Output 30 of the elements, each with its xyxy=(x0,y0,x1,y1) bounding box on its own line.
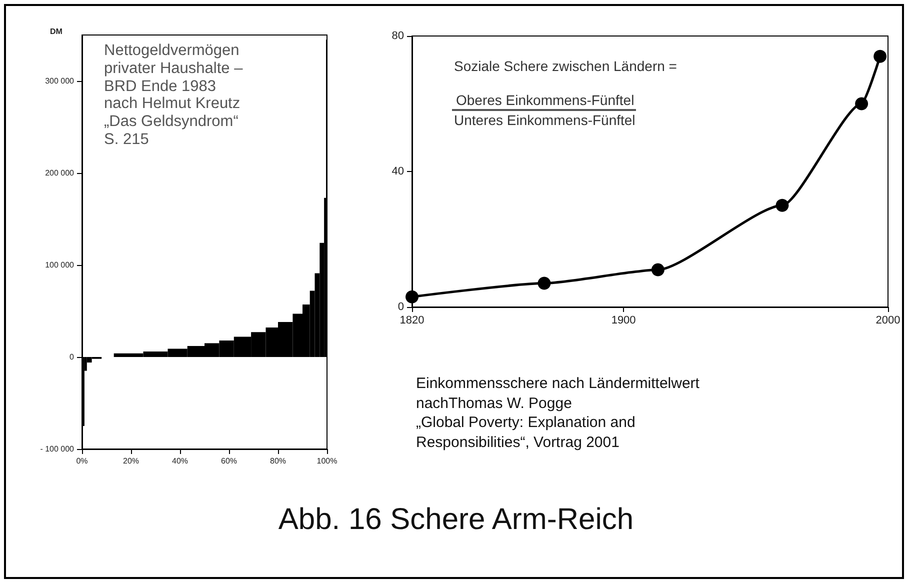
point xyxy=(538,276,551,290)
y-tick-label: 80 xyxy=(392,30,404,42)
point xyxy=(874,50,887,63)
annotation: Oberes Einkommens-Fünftel xyxy=(452,92,636,112)
x-tick-label: 20% xyxy=(122,456,140,466)
point xyxy=(651,263,664,276)
x-tick-label: 1900 xyxy=(611,314,636,326)
y-tick-label: 0 xyxy=(70,352,75,362)
y-tick-label: - 100 000 xyxy=(40,444,75,454)
text: Einkommensschere nach Ländermittelwert nachThomas W. Pogge „Global Poverty: Explanation and Responsibilities“, Vortrag 2001 xyxy=(416,374,700,452)
x-tick-label: 60% xyxy=(220,456,238,466)
y-tick-label: 200 000 xyxy=(45,168,75,178)
point xyxy=(776,198,789,212)
y-tick-label: 0 xyxy=(398,301,404,313)
point xyxy=(855,97,868,110)
annotation: Unteres Einkommens-Fünftel xyxy=(453,112,636,128)
y-tick-label: 40 xyxy=(392,166,404,178)
point xyxy=(406,290,418,304)
text: Abb. 16 Schere Arm-Reich xyxy=(277,503,635,537)
annotation: Soziale Schere zwischen Ländern = xyxy=(454,58,677,74)
y-axis-title: DM xyxy=(50,27,62,36)
x-tick-label: 40% xyxy=(172,456,188,466)
annotation: Nettogeldvermögen privater Haushalte – BRD Ende 1983 nach Helmut Kreutz „Das Geldsyndrom“ S. 215 xyxy=(104,42,243,149)
y-tick-label: 300 000 xyxy=(45,76,75,86)
x-tick-label: 80% xyxy=(270,456,286,466)
y-tick-label: 100 000 xyxy=(45,260,75,270)
x-tick-label: 0% xyxy=(76,456,88,466)
x-tick-label: 1820 xyxy=(400,314,424,326)
x-tick-label: 2000 xyxy=(876,314,900,326)
x-tick-label: 100% xyxy=(316,456,338,466)
